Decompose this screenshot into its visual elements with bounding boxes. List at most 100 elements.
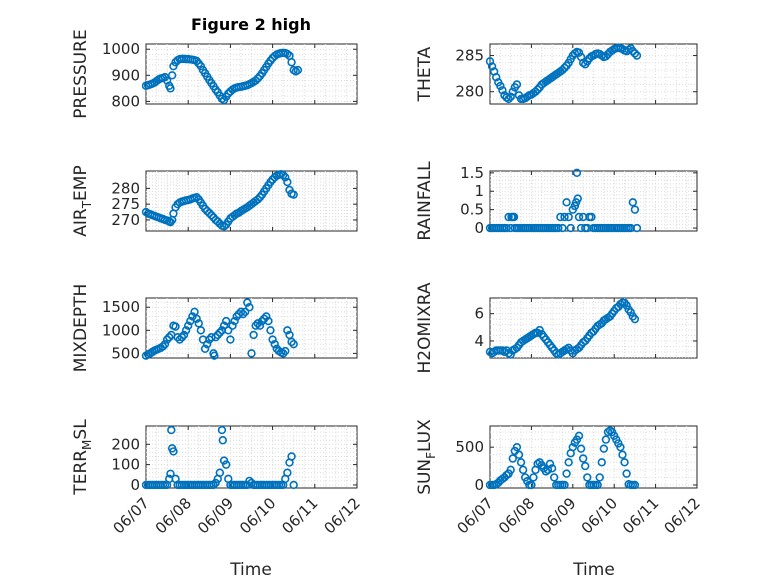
- y-axis-label-tail: EMP: [71, 165, 91, 201]
- data-point: [283, 177, 292, 187]
- data-point: [188, 312, 197, 321]
- data-point: [181, 326, 191, 335]
- data-point: [618, 450, 627, 459]
- data-point: [259, 314, 269, 323]
- y-tick-label: 285: [455, 47, 484, 65]
- data-point: [215, 468, 225, 477]
- x-tick-label: 06/09: [536, 494, 579, 537]
- data-point: [564, 212, 573, 222]
- data-point: [496, 81, 505, 91]
- x-tick-label: 06/08: [495, 494, 538, 537]
- data-point: [270, 339, 279, 349]
- y-axis-label-subscript: F: [424, 452, 438, 459]
- data-point: [202, 339, 212, 349]
- y-axis-label-main: THETA: [415, 46, 435, 102]
- data-point: [581, 461, 590, 471]
- data-point: [192, 314, 201, 323]
- data-point: [255, 321, 265, 330]
- data-point: [293, 65, 303, 75]
- data-point: [558, 223, 567, 233]
- data-point: [283, 468, 292, 477]
- y-tick-label: 4: [474, 332, 484, 350]
- data-point: [247, 349, 256, 358]
- y-tick-label: 500: [455, 438, 484, 456]
- data-point: [289, 339, 298, 349]
- data-point: [196, 326, 206, 335]
- data-point: [283, 49, 292, 59]
- data-point: [630, 314, 640, 324]
- data-point: [578, 454, 588, 463]
- x-tick-label: 06/08: [152, 494, 195, 537]
- data-point: [167, 425, 176, 435]
- data-point: [560, 480, 569, 490]
- y-axis-label-main: SUN: [415, 459, 435, 495]
- x-tick-label: 06/09: [194, 494, 237, 537]
- data-point: [516, 458, 526, 467]
- data-point: [587, 212, 596, 222]
- data-point: [628, 198, 638, 207]
- subplot-h2omixra: 4 6 H2OMIXRA: [415, 282, 698, 374]
- data-point: [209, 480, 218, 490]
- data-point: [599, 444, 609, 453]
- data-point: [504, 94, 513, 104]
- data-point: [556, 212, 565, 222]
- y-tick-label: 100: [111, 456, 140, 474]
- data-point: [616, 442, 625, 452]
- data-point: [278, 170, 288, 180]
- y-tick-label: 0.5: [460, 201, 484, 219]
- y-axis-label-subscript: M: [80, 440, 94, 450]
- data-point: [560, 63, 569, 73]
- data-point: [508, 87, 517, 96]
- y-axis-label: PRESSURE: [71, 29, 91, 118]
- data-point: [630, 49, 640, 58]
- data-point: [166, 84, 175, 93]
- data-point: [226, 335, 235, 344]
- data-point: [512, 80, 522, 89]
- data-point: [266, 326, 275, 335]
- y-axis-label-main: MIXDEPTH: [71, 284, 91, 373]
- x-tick-label: 06/11: [619, 494, 662, 537]
- data-point: [207, 211, 216, 220]
- y-tick-label: 280: [455, 83, 484, 101]
- data-point: [622, 469, 631, 478]
- data-point: [630, 205, 640, 214]
- data-point: [570, 201, 580, 211]
- data-point: [512, 442, 522, 452]
- data-point: [527, 480, 536, 490]
- data-point: [562, 469, 571, 478]
- y-axis-label-subscript: T: [80, 200, 94, 209]
- y-tick-label: 270: [111, 211, 140, 229]
- data-point: [630, 480, 640, 490]
- y-axis-label-tail: SL: [71, 419, 91, 440]
- y-axis-label-main: AIR: [71, 208, 91, 237]
- y-tick-label: 1500: [102, 298, 140, 316]
- data-point: [283, 326, 292, 335]
- data-point: [228, 321, 237, 330]
- x-tick-label: 06/11: [278, 494, 321, 537]
- data-point: [572, 168, 582, 178]
- data-point: [535, 325, 544, 335]
- data-point: [236, 307, 246, 317]
- data-point: [281, 173, 290, 182]
- y-axis-label: TERRMSL: [71, 419, 94, 496]
- data-point: [518, 465, 528, 475]
- data-point: [217, 425, 227, 435]
- data-point: [502, 223, 511, 233]
- data-point: [287, 452, 296, 461]
- y-tick-label: 275: [111, 195, 140, 213]
- data-point: [547, 464, 557, 473]
- data-point: [562, 198, 571, 207]
- data-point: [215, 328, 225, 337]
- x-axis-label-left: Time: [229, 560, 272, 580]
- data-point: [240, 307, 250, 317]
- y-tick-label: 1.5: [460, 164, 484, 182]
- data-point: [632, 223, 642, 233]
- data-point: [506, 92, 515, 101]
- y-axis-label-tail: LUX: [415, 419, 435, 452]
- y-tick-label: 900: [111, 66, 140, 84]
- subplot-rainfall: 00.511.5 RAINFALL: [415, 161, 698, 241]
